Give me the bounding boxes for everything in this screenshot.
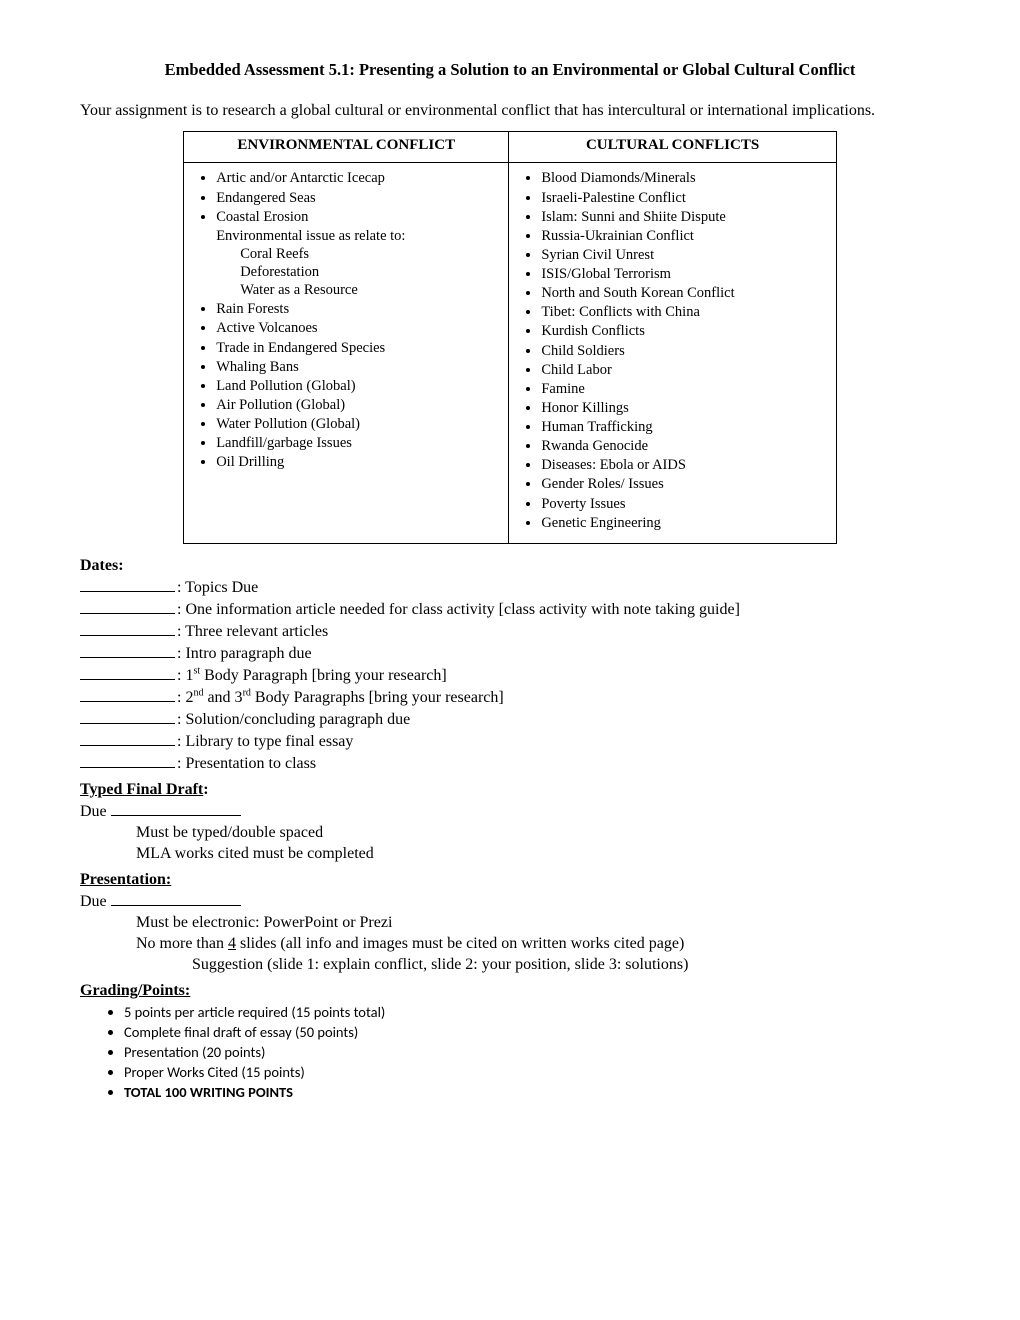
presentation-req: No more than 4 slides (all info and imag… xyxy=(136,934,940,954)
date-item: : Library to type final essay xyxy=(177,733,353,750)
final-draft-due: Due xyxy=(80,801,940,822)
list-item: Air Pollution (Global) xyxy=(216,396,502,415)
presentation-due: Due xyxy=(80,891,940,912)
list-item: Human Trafficking xyxy=(541,418,829,437)
blank-line xyxy=(80,687,175,702)
list-item: Artic and/or Antarctic Icecap xyxy=(216,169,502,188)
list-item: Landfill/garbage Issues xyxy=(216,434,502,453)
final-draft-heading: Typed Final Draft: xyxy=(80,780,940,800)
grading-list: 5 points per article required (15 points… xyxy=(124,1003,940,1102)
list-item: Gender Roles/ Issues xyxy=(541,475,829,494)
list-item: Syrian Civil Unrest xyxy=(541,246,829,265)
list-item: Tibet: Conflicts with China xyxy=(541,303,829,322)
env-list: Artic and/or Antarctic Icecap Endangered… xyxy=(216,169,502,472)
list-item: Child Labor xyxy=(541,361,829,380)
date-item-pre: : 1 xyxy=(177,667,193,684)
blank-line xyxy=(80,577,175,592)
list-item: Rwanda Genocide xyxy=(541,437,829,456)
grading-item: Presentation (20 points) xyxy=(124,1043,940,1061)
blank-line xyxy=(80,643,175,658)
table-header-env: ENVIRONMENTAL CONFLICT xyxy=(184,131,509,163)
list-item: Israeli-Palestine Conflict xyxy=(541,189,829,208)
list-item: Child Soldiers xyxy=(541,342,829,361)
env-relate-label: Environmental issue as relate to: xyxy=(216,228,405,244)
conflict-table: ENVIRONMENTAL CONFLICT CULTURAL CONFLICT… xyxy=(183,131,837,544)
list-item: Islam: Sunni and Shiite Dispute xyxy=(541,208,829,227)
date-item: : Topics Due xyxy=(177,579,258,596)
presentation-req: Must be electronic: PowerPoint or Prezi xyxy=(136,913,940,933)
list-item: North and South Korean Conflict xyxy=(541,284,829,303)
date-item-pre: : 2 xyxy=(177,689,193,706)
blank-line xyxy=(80,665,175,680)
list-item: Environmental issue as relate to: Coral … xyxy=(216,227,502,301)
env-sub-item: Coral Reefs xyxy=(240,245,502,263)
grading-total: TOTAL 100 WRITING POINTS xyxy=(124,1083,940,1101)
list-item: Poverty Issues xyxy=(541,495,829,514)
presentation-heading: Presentation: xyxy=(80,870,940,890)
table-header-cultural: CULTURAL CONFLICTS xyxy=(509,131,836,163)
list-item: Trade in Endangered Species xyxy=(216,339,502,358)
list-item: Diseases: Ebola or AIDS xyxy=(541,456,829,475)
date-item: : Intro paragraph due xyxy=(177,645,312,662)
date-item: : Three relevant articles xyxy=(177,623,328,640)
grading-item: 5 points per article required (15 points… xyxy=(124,1003,940,1021)
list-item: Kurdish Conflicts xyxy=(541,322,829,341)
blank-line xyxy=(80,753,175,768)
list-item: Whaling Bans xyxy=(216,358,502,377)
date-item-post: Body Paragraph [bring your research] xyxy=(200,667,447,684)
superscript: nd xyxy=(193,687,203,698)
list-item: ISIS/Global Terrorism xyxy=(541,265,829,284)
date-item: : Solution/concluding paragraph due xyxy=(177,711,410,728)
blank-line xyxy=(80,731,175,746)
date-item: : Presentation to class xyxy=(177,755,316,772)
blank-line xyxy=(111,801,241,816)
blank-line xyxy=(111,891,241,906)
list-item: Russia-Ukrainian Conflict xyxy=(541,227,829,246)
env-sub-item: Water as a Resource xyxy=(240,281,502,299)
grading-item: Proper Works Cited (15 points) xyxy=(124,1063,940,1081)
list-item: Endangered Seas xyxy=(216,189,502,208)
presentation-suggestion: Suggestion (slide 1: explain conflict, s… xyxy=(192,955,940,975)
intro-paragraph: Your assignment is to research a global … xyxy=(80,101,940,121)
final-draft-req: MLA works cited must be completed xyxy=(136,844,940,864)
list-item: Rain Forests xyxy=(216,300,502,319)
superscript: rd xyxy=(243,687,251,698)
list-item: Honor Killings xyxy=(541,399,829,418)
list-item: Oil Drilling xyxy=(216,453,502,472)
list-item: Blood Diamonds/Minerals xyxy=(541,169,829,188)
list-item: Famine xyxy=(541,380,829,399)
blank-line xyxy=(80,621,175,636)
page-title: Embedded Assessment 5.1: Presenting a So… xyxy=(80,60,940,81)
cultural-list: Blood Diamonds/Minerals Israeli-Palestin… xyxy=(541,169,829,532)
date-item-post: Body Paragraphs [bring your research] xyxy=(251,689,504,706)
final-draft-req: Must be typed/double spaced xyxy=(136,823,940,843)
list-item: Land Pollution (Global) xyxy=(216,377,502,396)
grading-heading: Grading/Points: xyxy=(80,981,940,1001)
list-item: Water Pollution (Global) xyxy=(216,415,502,434)
blank-line xyxy=(80,599,175,614)
date-item: : One information article needed for cla… xyxy=(177,601,740,618)
cultural-cell: Blood Diamonds/Minerals Israeli-Palestin… xyxy=(509,163,836,543)
dates-heading: Dates: xyxy=(80,556,940,576)
date-item-mid: and 3 xyxy=(203,689,242,706)
list-item: Active Volcanoes xyxy=(216,319,502,338)
env-cell: Artic and/or Antarctic Icecap Endangered… xyxy=(184,163,509,543)
list-item: Coastal Erosion xyxy=(216,208,502,227)
env-sub-item: Deforestation xyxy=(240,263,502,281)
list-item: Genetic Engineering xyxy=(541,514,829,533)
grading-item: Complete final draft of essay (50 points… xyxy=(124,1023,940,1041)
blank-line xyxy=(80,709,175,724)
dates-list: : Topics Due : One information article n… xyxy=(80,577,940,774)
